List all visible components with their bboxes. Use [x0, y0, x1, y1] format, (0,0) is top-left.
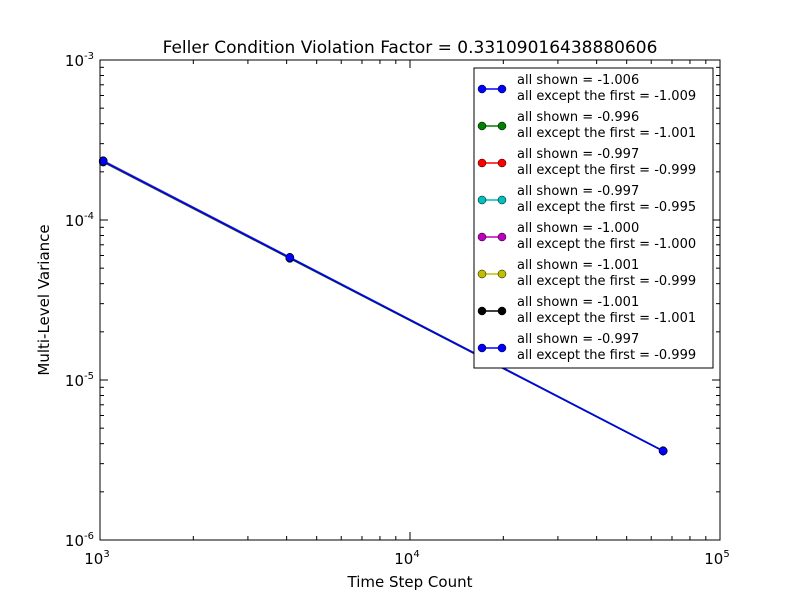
legend-label-line2: all except the first = -1.009 — [517, 89, 696, 104]
legend-marker — [477, 158, 487, 168]
y-tick-label: 10-5 — [65, 371, 94, 390]
legend-marker — [497, 269, 507, 279]
legend-label-line1: all shown = -0.997 — [517, 332, 639, 347]
y-tick-label: 10-3 — [65, 51, 94, 70]
legend-label-line1: all shown = -0.997 — [517, 184, 639, 199]
plot-frame — [99, 59, 721, 541]
y-tick-label: 10-6 — [65, 531, 94, 550]
x-tick-exponent: 4 — [413, 549, 419, 560]
legend-marker — [497, 306, 507, 316]
legend-marker — [477, 195, 487, 205]
legend-label-line2: all except the first = -1.001 — [517, 311, 696, 326]
y-tick-label: 10-4 — [65, 211, 94, 230]
y-tick-base: 10 — [65, 532, 84, 550]
y-tick-base: 10 — [65, 212, 84, 230]
legend-marker — [477, 121, 487, 131]
y-tick-exponent: -5 — [84, 371, 94, 382]
legend-marker — [477, 306, 487, 316]
legend-label-line2: all except the first = -0.995 — [517, 200, 696, 215]
data-point — [98, 156, 108, 166]
legend-marker — [497, 195, 507, 205]
legend-marker — [477, 343, 487, 353]
y-tick-base: 10 — [65, 372, 84, 390]
x-tick-label: 105 — [704, 549, 729, 568]
x-tick-exponent: 3 — [103, 549, 109, 560]
x-tick-label: 104 — [394, 549, 419, 568]
data-point — [285, 253, 295, 262]
chart-title: Feller Condition Violation Factor = 0.33… — [163, 38, 658, 58]
legend-label-line1: all shown = -1.000 — [517, 221, 639, 236]
legend-marker — [477, 84, 487, 94]
legend-marker — [497, 121, 507, 131]
series-8 — [98, 156, 668, 456]
legend-label-line2: all except the first = -0.999 — [517, 274, 696, 289]
data-point — [658, 446, 668, 456]
legend-marker — [497, 343, 507, 353]
x-tick-base: 10 — [84, 550, 103, 568]
legend-label-line1: all shown = -0.997 — [517, 147, 639, 162]
series-layer — [98, 156, 668, 456]
legend-label-line1: all shown = -1.001 — [517, 295, 639, 310]
y-tick-exponent: -6 — [84, 531, 94, 542]
legend-label-line2: all except the first = -0.999 — [517, 163, 696, 178]
x-tick-base: 10 — [394, 550, 413, 568]
x-axis-label: Time Step Count — [347, 573, 473, 591]
legend-marker — [477, 232, 487, 242]
x-tick-label: 103 — [84, 549, 109, 568]
legend-marker — [497, 84, 507, 94]
legend-box — [473, 67, 714, 369]
y-tick-exponent: -3 — [84, 51, 94, 62]
legend-label-line2: all except the first = -0.999 — [517, 348, 696, 363]
legend-label-line1: all shown = -1.006 — [517, 73, 639, 88]
y-tick-exponent: -4 — [84, 211, 94, 222]
legend-marker — [497, 232, 507, 242]
legend-label-line1: all shown = -1.001 — [517, 258, 639, 273]
x-tick-base: 10 — [704, 550, 723, 568]
legend-marker — [477, 269, 487, 279]
y-tick-base: 10 — [65, 52, 84, 70]
legend-label-line2: all except the first = -1.001 — [517, 126, 696, 141]
x-tick-exponent: 5 — [723, 549, 729, 560]
legend-label-line1: all shown = -0.996 — [517, 110, 639, 125]
legend-marker — [497, 158, 507, 168]
legend-label-line2: all except the first = -1.000 — [517, 237, 696, 252]
y-axis-label: Multi-Level Variance — [35, 224, 53, 375]
